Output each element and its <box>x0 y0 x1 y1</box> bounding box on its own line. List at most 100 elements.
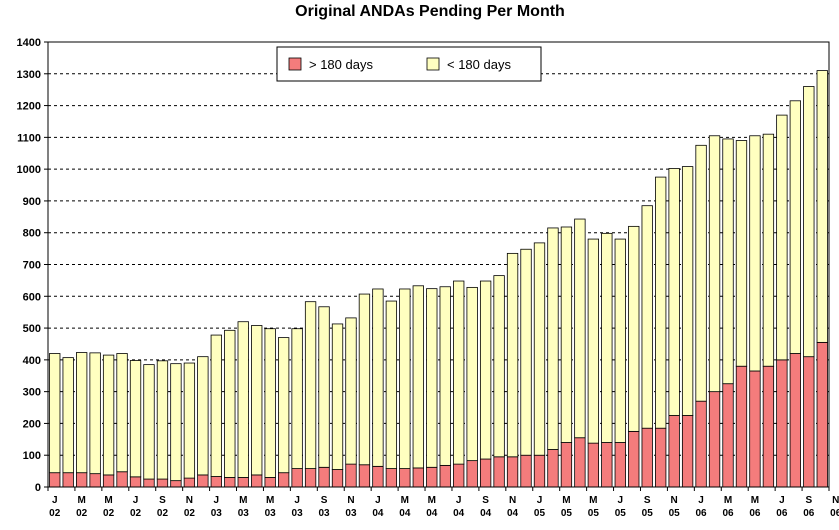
bar-over-180-days <box>439 464 451 488</box>
bar-over-180-days <box>237 477 249 488</box>
bar-over-180-days <box>291 468 303 488</box>
bar-over-180-days <box>466 460 478 488</box>
y-tick-label: 600 <box>23 291 41 303</box>
bar-under-180-days <box>560 226 573 443</box>
bar-over-180-days <box>156 478 169 488</box>
bar-over-180-days <box>816 341 828 488</box>
bar-under-180-days <box>183 362 196 479</box>
bar-over-180-days <box>533 454 546 488</box>
bar-over-180-days <box>412 467 424 488</box>
bar-over-180-days <box>358 464 371 488</box>
bar-over-180-days <box>601 442 613 488</box>
x-tick-label-month: J <box>698 495 704 506</box>
x-tick-label-year: 05 <box>534 508 546 519</box>
x-tick-label-month: N <box>347 495 354 506</box>
bar-under-180-days <box>533 242 546 456</box>
bar-over-180-days <box>89 473 101 488</box>
x-tick-label-year: 06 <box>776 508 788 519</box>
bar-over-180-days <box>493 456 505 488</box>
x-tick-label-year: 02 <box>103 508 115 519</box>
bar-over-180-days <box>695 400 707 488</box>
x-tick-label-month: M <box>104 495 112 506</box>
bar-over-180-days <box>372 465 384 488</box>
y-tick-label: 800 <box>23 228 41 240</box>
bar-under-180-days <box>331 323 344 470</box>
x-tick-label-year: 04 <box>372 508 384 519</box>
bar-over-180-days <box>102 474 115 488</box>
x-tick-label-year: 03 <box>211 508 223 519</box>
bar-over-180-days <box>143 478 155 488</box>
x-tick-label-year: 05 <box>642 508 654 519</box>
bar-under-180-days <box>587 238 600 444</box>
bar-over-180-days <box>803 356 815 488</box>
legend-box <box>276 46 542 82</box>
x-tick-label-year: 06 <box>749 508 761 519</box>
x-tick-label-year: 02 <box>184 508 196 519</box>
bar-under-180-days <box>412 285 424 469</box>
x-tick-label-month: M <box>724 495 732 506</box>
bar-under-180-days <box>372 288 384 467</box>
x-tick-label-year: 03 <box>292 508 304 519</box>
bar-over-180-days <box>210 476 222 488</box>
bar-over-180-days <box>304 468 317 488</box>
bar-under-180-days <box>520 248 532 456</box>
bar-under-180-days <box>574 218 586 439</box>
bar-under-180-days <box>668 168 680 416</box>
bar-under-180-days <box>426 288 438 468</box>
bar-over-180-days <box>735 365 748 488</box>
bar-over-180-days <box>762 365 775 488</box>
x-tick-label-month: M <box>751 495 759 506</box>
bar-under-180-days <box>264 328 276 478</box>
bar-under-180-days <box>237 321 249 478</box>
x-tick-label-year: 02 <box>130 508 142 519</box>
legend-label-over-180-days: > 180 days <box>309 57 373 72</box>
bar-under-180-days <box>345 317 357 465</box>
bar-over-180-days <box>264 477 276 488</box>
bar-under-180-days <box>762 133 775 367</box>
bar-under-180-days <box>789 100 801 354</box>
x-tick-label-month: M <box>562 495 570 506</box>
bar-under-180-days <box>601 232 613 443</box>
y-tick-label: 1400 <box>17 37 41 49</box>
x-tick-label-year: 05 <box>561 508 573 519</box>
bar-over-180-days <box>722 383 734 488</box>
x-tick-label-year: 06 <box>696 508 708 519</box>
bar-over-180-days <box>399 468 411 488</box>
chart-title: Original ANDAs Pending Per Month <box>295 3 565 20</box>
x-tick-label-year: 02 <box>49 508 61 519</box>
legend: > 180 days < 180 days <box>276 46 542 82</box>
x-tick-label-year: 06 <box>722 508 734 519</box>
bar-under-180-days <box>358 293 371 466</box>
x-tick-label-month: S <box>321 495 328 506</box>
bar-over-180-days <box>614 442 626 488</box>
bar-under-180-days <box>116 353 128 473</box>
y-tick-label: 300 <box>23 387 41 399</box>
y-tick-label: 200 <box>23 418 41 430</box>
bar-over-180-days <box>62 472 74 488</box>
y-tick-label: 400 <box>23 355 41 367</box>
bar-under-180-days <box>749 135 761 372</box>
x-tick-label-month: J <box>456 495 462 506</box>
x-tick-label-year: 04 <box>426 508 438 519</box>
bar-under-180-days <box>304 301 317 469</box>
bar-over-180-days <box>479 458 492 488</box>
x-tick-label-year: 04 <box>480 508 492 519</box>
legend-swatch-over-180-days <box>288 57 302 71</box>
bar-under-180-days <box>735 140 748 367</box>
y-tick-label: 700 <box>23 260 41 272</box>
bar-under-180-days <box>318 306 330 468</box>
x-tick-label-month: M <box>589 495 597 506</box>
x-tick-label-year: 05 <box>588 508 600 519</box>
x-tick-label-month: M <box>401 495 409 506</box>
y-tick-label: 1100 <box>17 132 41 144</box>
bar-over-180-days <box>789 353 801 488</box>
x-tick-label-month: N <box>186 495 193 506</box>
x-tick-label-month: N <box>509 495 516 506</box>
y-tick-label: 0 <box>35 482 41 494</box>
bar-under-180-days <box>251 325 263 476</box>
bar-over-180-days <box>129 476 142 488</box>
x-tick-label-year: 03 <box>265 508 277 519</box>
bar-over-180-days <box>587 442 600 488</box>
bar-over-180-days <box>49 472 61 488</box>
